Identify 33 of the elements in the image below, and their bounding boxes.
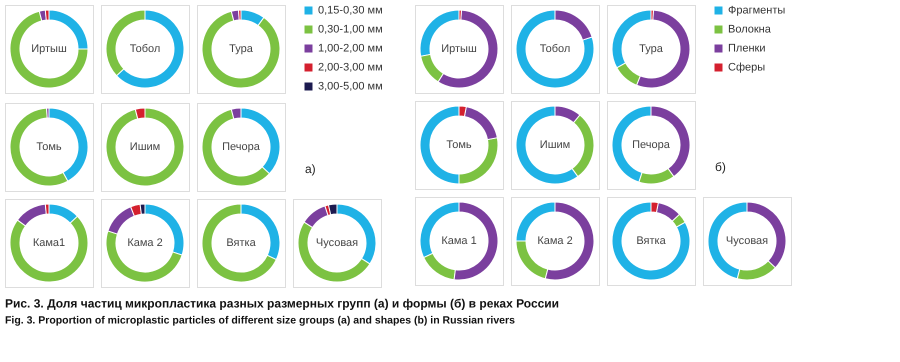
legend-label: Сферы	[728, 62, 766, 74]
slice-label: Ишим	[130, 141, 160, 153]
caption: Fig. 3. Proportion of microplastic particles of different size groups (a) and shapes (b) in Russian rivers	[5, 314, 516, 326]
slice-label: Томь	[36, 141, 62, 153]
legend-label: 3,00-5,00 мм	[318, 80, 383, 92]
legend-label: Фрагменты	[728, 4, 786, 16]
legend-label: Пленки	[728, 42, 766, 54]
slice-label: Кама 2	[537, 235, 573, 247]
slice-label: Кама 1	[441, 235, 477, 247]
text: а)	[305, 162, 316, 176]
slice-label: Кама 2	[127, 237, 163, 249]
slice-label: Чусовая	[316, 237, 358, 249]
slice-label: Чусовая	[726, 235, 768, 247]
legend-label: 1,00-2,00 мм	[318, 42, 383, 54]
slice-label: Томь	[446, 139, 472, 151]
slice-label: Тура	[229, 43, 254, 55]
text: б)	[715, 160, 726, 174]
slice-label: Печора	[632, 139, 671, 151]
legend-label: Волокна	[728, 24, 772, 36]
slice-label: Вятка	[636, 235, 667, 247]
text: Рис. 3. Доля частиц микропластика разных размерных групп (а) и формы (б) в реках России	[5, 296, 560, 310]
slice-label: Кама1	[32, 237, 66, 249]
slice-label: Ишим	[540, 139, 570, 151]
slice-label: Вятка	[226, 237, 257, 249]
legend-label: 2,00-3,00 мм	[318, 62, 383, 74]
slice-label: Тура	[639, 43, 664, 55]
slice-label: Тобол	[130, 43, 160, 55]
slice-label: Печора	[222, 141, 261, 153]
legend-label: 0,15-0,30 мм	[318, 4, 383, 16]
slice-label: Тобол	[540, 43, 570, 55]
slice-label: Иртыш	[31, 43, 67, 55]
slice-label: Иртыш	[441, 43, 477, 55]
legend-label: 0,30-1,00 мм	[318, 24, 383, 36]
